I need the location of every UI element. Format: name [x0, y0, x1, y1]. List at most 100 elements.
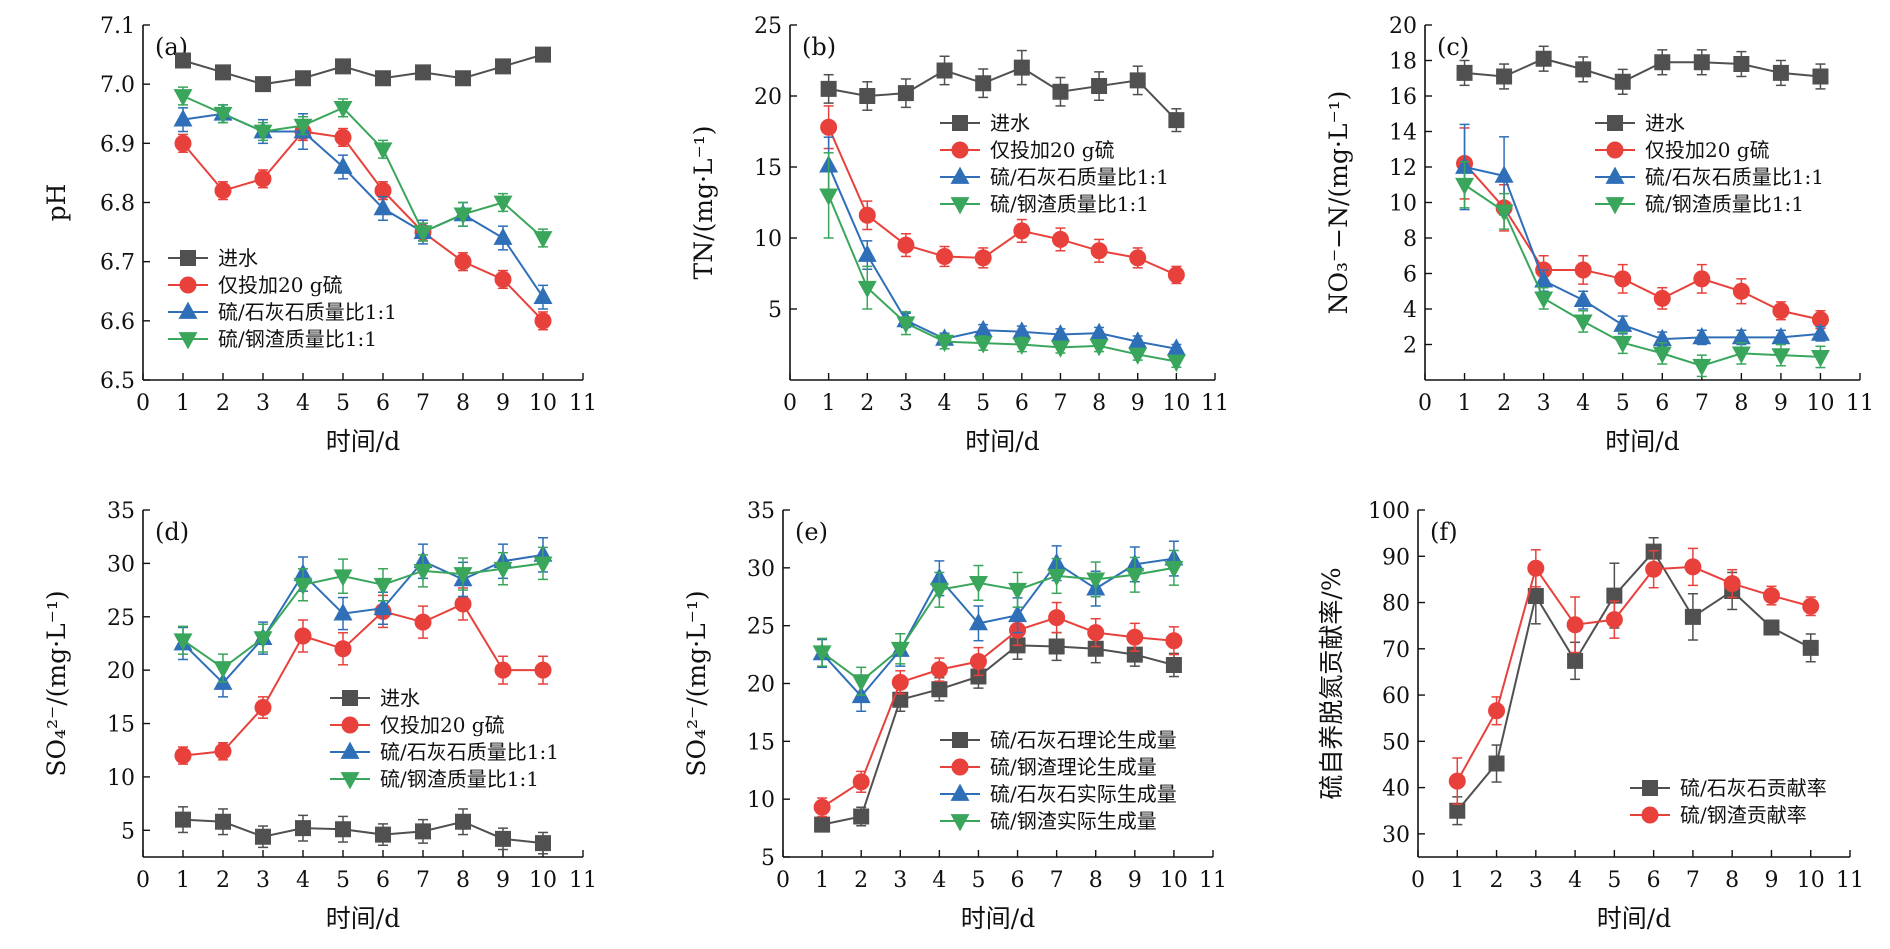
data-point	[533, 556, 553, 574]
data-point	[1488, 755, 1505, 772]
panel-label: (b)	[802, 33, 836, 61]
data-point	[455, 70, 471, 87]
y-tick-label: 8	[1403, 227, 1417, 252]
x-tick-label: 9	[1131, 391, 1145, 416]
data-point	[1496, 68, 1513, 85]
data-point	[1167, 266, 1185, 284]
data-point	[852, 773, 870, 791]
x-tick-label: 0	[776, 868, 790, 893]
chart-panel-f: 30 40 50 60 70 80 90 100 0 1 2 3 4 5 6 7 8 9 10 11 时间/d 硫自养脱氮…	[1317, 499, 1864, 933]
data-point	[891, 673, 909, 691]
x-tick-label: 4	[1576, 391, 1590, 416]
data-point	[931, 681, 948, 698]
data-point	[1534, 291, 1554, 309]
series-line	[821, 566, 1175, 683]
data-point	[1762, 587, 1780, 605]
x-tick-label: 7	[1050, 868, 1064, 893]
data-point	[495, 58, 511, 75]
data-point	[375, 826, 391, 843]
x-tick-label: 8	[1089, 868, 1103, 893]
x-tick-label: 1	[176, 868, 190, 893]
data-point	[175, 52, 191, 69]
data-point	[373, 198, 393, 216]
data-point	[1087, 624, 1105, 642]
data-point	[1013, 222, 1031, 240]
data-point	[1654, 54, 1671, 71]
data-point	[936, 247, 954, 265]
x-tick-label: 8	[1092, 391, 1106, 416]
data-point	[858, 206, 876, 224]
data-point	[897, 236, 915, 254]
data-point	[968, 575, 988, 594]
y-tick-label: 6.8	[100, 192, 135, 217]
y-tick-label: 90	[1382, 545, 1410, 570]
data-point	[1573, 289, 1593, 307]
data-point	[415, 64, 431, 81]
x-tick-label: 10	[1806, 391, 1834, 416]
y-tick-label: 4	[1403, 298, 1417, 323]
data-point	[1494, 204, 1514, 222]
data-point	[851, 674, 871, 692]
data-point	[820, 118, 838, 136]
legend-marker	[951, 141, 969, 159]
data-point	[293, 118, 313, 136]
data-point	[375, 70, 391, 87]
data-point	[930, 661, 948, 679]
legend-label: 仅投加20 g硫	[990, 138, 1115, 162]
legend-marker	[178, 301, 198, 319]
x-tick-label: 5	[336, 391, 350, 416]
data-point	[534, 661, 552, 679]
data-point	[253, 631, 273, 649]
series-line	[827, 126, 1177, 276]
data-point	[534, 312, 552, 330]
y-tick-label: 15	[754, 156, 782, 181]
series-4	[819, 152, 1186, 372]
legend-label: 进水	[380, 686, 420, 710]
data-point	[1605, 611, 1623, 629]
data-point	[813, 798, 831, 816]
data-point	[175, 811, 191, 828]
x-tick-label: 6	[376, 868, 390, 893]
data-point	[294, 627, 312, 645]
x-axis-title: 时间/d	[326, 427, 400, 456]
data-point	[174, 134, 192, 152]
data-point	[1129, 72, 1146, 89]
x-axis-title: 时间/d	[1597, 904, 1671, 933]
x-tick-label: 4	[1568, 868, 1582, 893]
data-point	[493, 195, 513, 213]
data-point	[1008, 604, 1028, 623]
legend-marker	[950, 783, 970, 801]
x-tick-label: 7	[416, 391, 430, 416]
legend-label: 硫/钢渣质量比1:1	[990, 192, 1149, 216]
series-line	[1456, 565, 1811, 782]
y-tick-label: 5	[768, 298, 782, 323]
legend-marker	[341, 716, 359, 734]
data-point	[413, 563, 433, 582]
data-point	[1645, 560, 1663, 578]
panel-label: (d)	[155, 518, 189, 546]
data-point	[215, 64, 231, 81]
data-point	[1810, 350, 1830, 368]
data-point	[334, 128, 352, 146]
y-tick-label: 50	[1382, 730, 1410, 755]
x-tick-label: 2	[216, 391, 230, 416]
x-tick-label: 9	[496, 391, 510, 416]
series-line	[821, 557, 1175, 698]
data-point	[413, 225, 433, 243]
data-point	[215, 813, 231, 830]
x-tick-label: 7	[1686, 868, 1700, 893]
y-tick-label: 30	[747, 557, 775, 582]
data-point	[1129, 249, 1147, 267]
data-point	[253, 124, 273, 142]
data-point	[1165, 656, 1182, 673]
data-point	[935, 334, 955, 353]
y-tick-label: 25	[107, 606, 135, 631]
data-point	[213, 661, 233, 679]
x-tick-label: 3	[1537, 391, 1551, 416]
y-tick-label: 7.1	[100, 14, 135, 39]
data-point	[255, 76, 271, 93]
data-point	[1089, 322, 1109, 341]
series-line	[1463, 162, 1821, 321]
legend-label: 硫/石灰石理论生成量	[990, 728, 1177, 752]
